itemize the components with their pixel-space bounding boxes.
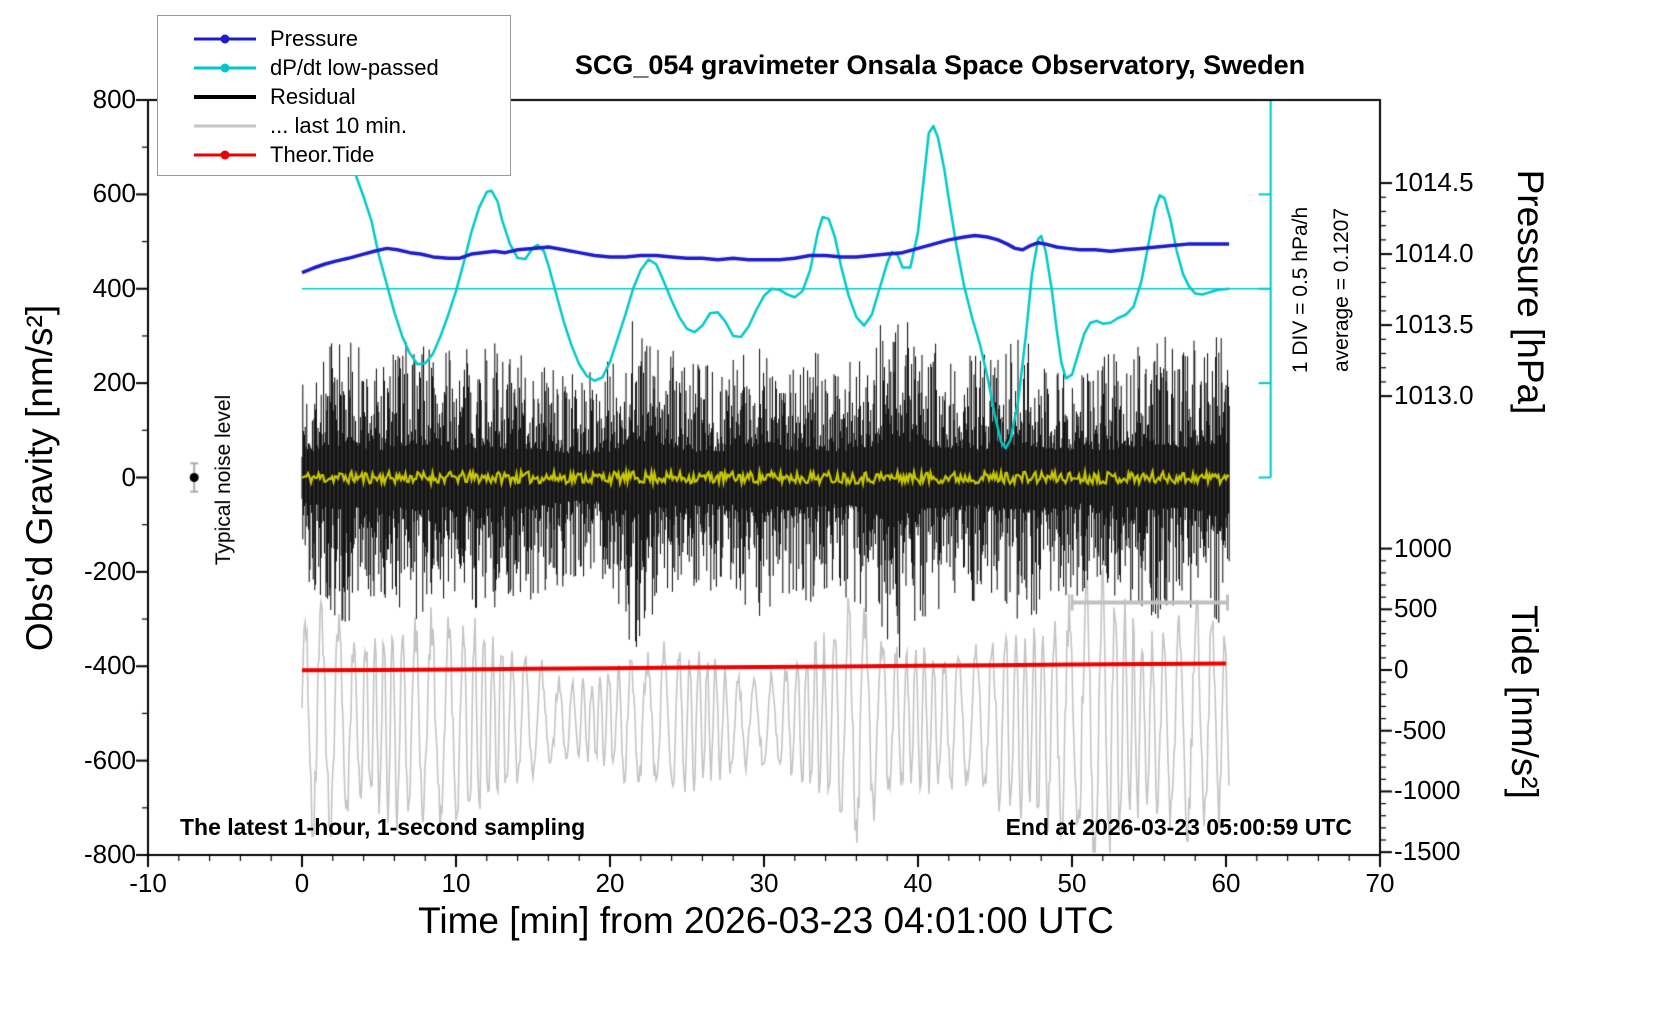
gravity-tick-label: 0 (121, 461, 136, 492)
time-tick-label: 20 (595, 868, 625, 898)
time-tick-label: 50 (1057, 868, 1087, 898)
last-10-min-line-sample-icon (194, 111, 256, 140)
legend-item-theor-tide: Theor.Tide (158, 140, 510, 169)
tide-tick-label: 500 (1394, 593, 1438, 624)
pressure-tick-label: 1014.0 (1394, 238, 1474, 269)
tide-tick-label: -1500 (1394, 836, 1461, 867)
gravity-tick-label: 800 (92, 84, 136, 114)
typical-noise-label: Typical noise level (212, 394, 235, 566)
legend-label: Pressure (270, 25, 359, 51)
theor-tide-line-sample-icon (194, 140, 256, 169)
tide-tick-label: -1000 (1394, 775, 1461, 806)
legend: Pressure dP/dt low-passed Residual ... last… (157, 15, 511, 176)
time-tick-label: -10 (129, 868, 167, 898)
gravity-tick-label: 600 (92, 178, 136, 209)
pressure-tick-label: 1013.0 (1394, 380, 1474, 411)
average-note: average = 0.1207 (1330, 207, 1353, 373)
y-axis-label-tide: Tide [nm/s²] (1504, 605, 1545, 799)
legend-item-last-10-min: ... last 10 min. (158, 111, 510, 140)
x-axis-label: Time [min] from 2026-03-23 04:01:00 UTC (418, 900, 1114, 941)
tide-tick-label: 1000 (1394, 532, 1452, 563)
gravity-tick-label: -400 (83, 650, 136, 681)
gravity-tick-label: -800 (83, 839, 136, 869)
pressure-tick-label: 1014.5 (1394, 167, 1474, 198)
legend-label: dP/dt low-passed (270, 54, 439, 80)
gravity-tick-label: 400 (92, 272, 136, 303)
pressure-line-sample-icon (194, 24, 256, 53)
dp-dt-low-passed-line-sample-icon (194, 53, 256, 82)
end-time-note: End at 2026-03-23 05:00:59 UTC (1005, 814, 1352, 840)
legend-item-pressure: Pressure (158, 24, 510, 53)
pressure-tick-label: 1013.5 (1394, 309, 1474, 340)
time-tick-label: 0 (294, 868, 310, 898)
sampling-note: The latest 1-hour, 1-second sampling (180, 814, 586, 840)
legend-label: ... last 10 min. (270, 112, 407, 138)
legend-item-dp-dt-low-passed: dP/dt low-passed (158, 53, 510, 82)
tide-tick-label: -500 (1394, 714, 1447, 745)
residual-line-sample-icon (194, 82, 256, 111)
tide-tick-label: 0 (1394, 654, 1409, 685)
gravity-tick-label: -200 (83, 555, 136, 586)
legend-label: Theor.Tide (270, 141, 375, 167)
div-scale-note: 1 DIV = 0.5 hPa/h (1289, 206, 1312, 374)
time-tick-label: 60 (1211, 868, 1241, 898)
time-tick-label: 10 (441, 868, 471, 898)
legend-item-residual: Residual (158, 82, 510, 111)
y-axis-label-pressure: Pressure [hPa] (1510, 169, 1551, 415)
gravity-tick-label: -600 (83, 744, 136, 775)
legend-label: Residual (270, 83, 356, 109)
time-tick-label: 30 (749, 868, 779, 898)
chart-title: SCG_054 gravimeter Onsala Space Observat… (574, 50, 1306, 80)
gravity-tick-label: 200 (92, 367, 136, 398)
time-tick-label: 70 (1365, 868, 1395, 898)
time-tick-label: 40 (903, 868, 933, 898)
